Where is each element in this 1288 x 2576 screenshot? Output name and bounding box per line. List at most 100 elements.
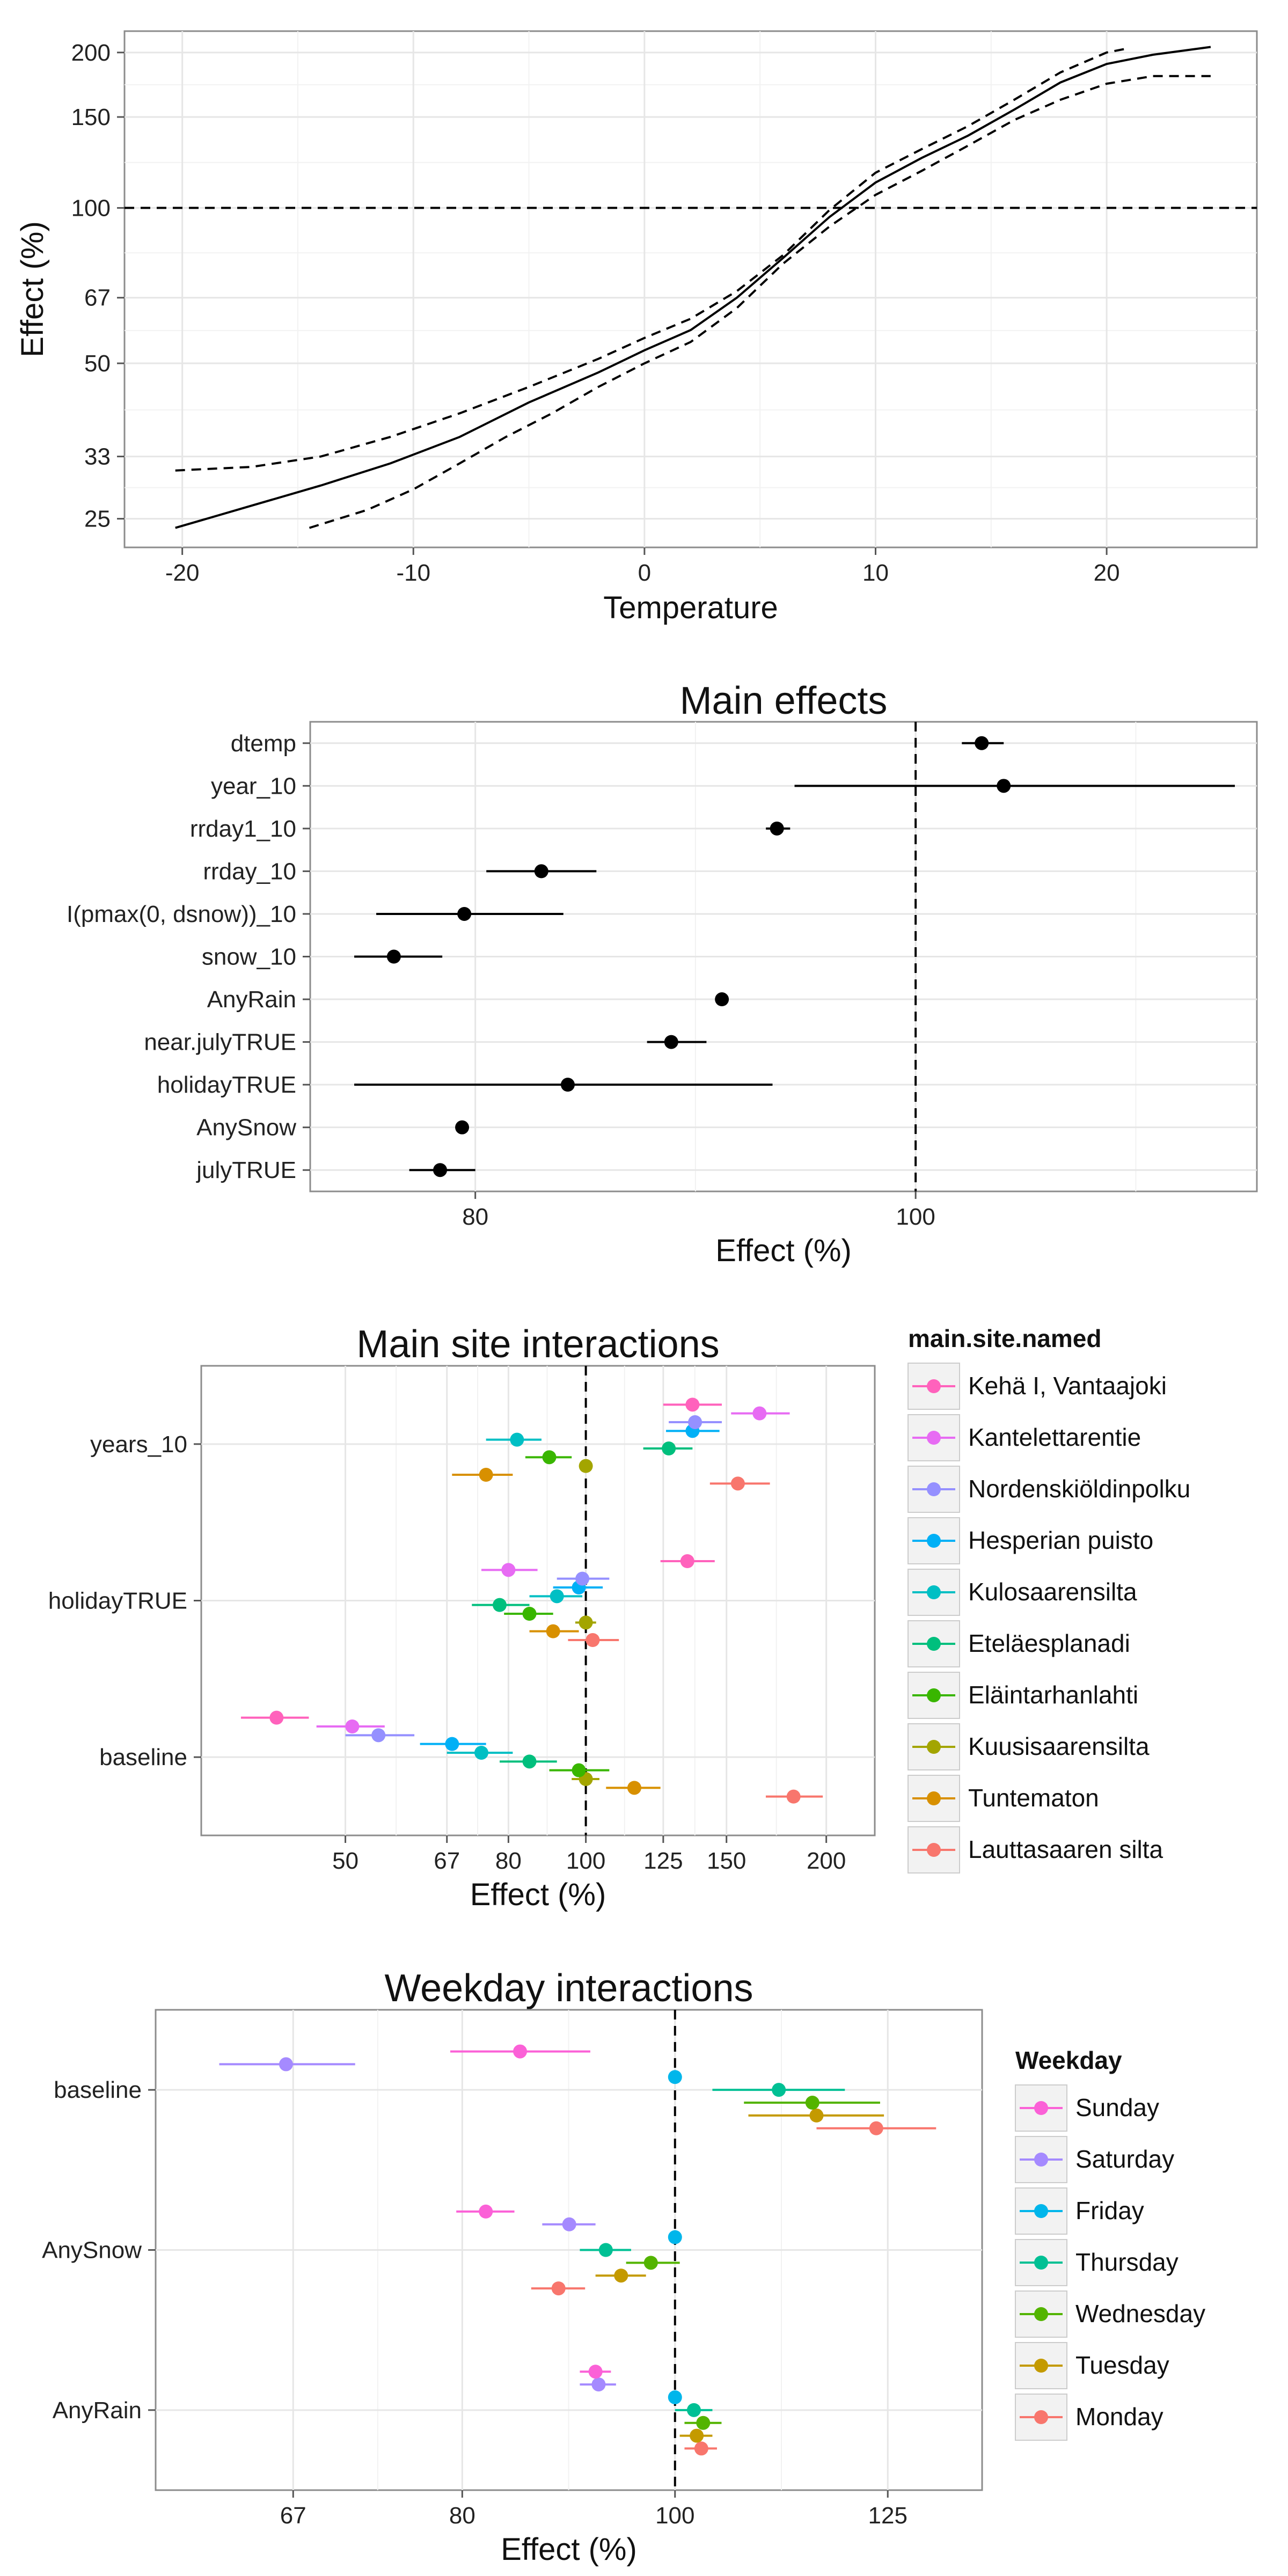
y-tick-label: snow_10: [202, 944, 296, 970]
data-point: [772, 2083, 786, 2097]
data-point: [715, 992, 729, 1007]
legend-item: Kuusisaarensilta: [908, 1723, 1150, 1770]
legend-key-point: [927, 1534, 941, 1548]
data-point: [752, 1406, 767, 1421]
data-point: [869, 2121, 883, 2135]
legend-key-point: [1034, 2307, 1048, 2321]
legend-item: Tuntematon: [908, 1775, 1099, 1822]
legend-key-point: [1034, 2256, 1048, 2270]
data-point: [550, 1589, 564, 1604]
x-tick-label: 150: [707, 1848, 746, 1874]
data-point: [479, 1468, 493, 1482]
data-point: [579, 1459, 593, 1473]
y-tick-label: 67: [84, 285, 111, 311]
y-tick-label: holidayTRUE: [48, 1588, 187, 1614]
y-tick-label: 50: [84, 350, 111, 377]
x-tick-label: 50: [332, 1848, 358, 1874]
legend-label: Kulosaarensilta: [968, 1578, 1137, 1606]
data-point: [975, 736, 989, 750]
legend-label: Friday: [1075, 2197, 1144, 2224]
data-point: [770, 821, 784, 836]
data-point: [614, 2268, 628, 2283]
data-point: [474, 1746, 488, 1760]
x-tick-label: 80: [449, 2502, 475, 2529]
data-point: [786, 1789, 801, 1804]
data-point: [572, 1763, 586, 1777]
legend-title: Weekday: [1015, 2046, 1122, 2074]
y-tick-label: rrday_10: [203, 858, 296, 884]
legend-label: Kehä I, Vantaajoki: [968, 1372, 1167, 1400]
legend-label: Monday: [1075, 2403, 1163, 2431]
data-point: [591, 2377, 606, 2392]
x-tick-label: 80: [495, 1848, 522, 1874]
y-tick-label: 25: [84, 506, 111, 532]
data-point: [809, 2108, 824, 2123]
x-tick-label: 200: [807, 1848, 846, 1874]
x-axis-title: Temperature: [603, 590, 778, 625]
data-point: [386, 949, 401, 964]
data-point: [575, 1571, 590, 1586]
y-tick-label: rrday1_10: [190, 816, 296, 842]
data-point: [493, 1598, 507, 1612]
legend-item: Saturday: [1015, 2136, 1174, 2183]
data-point: [598, 2243, 613, 2257]
data-point: [560, 1078, 575, 1092]
y-tick-label: years_10: [90, 1431, 187, 1458]
y-axis-title: Effect (%): [15, 221, 50, 357]
x-tick-label: 20: [1094, 560, 1120, 586]
data-point: [522, 1607, 537, 1621]
main-site-interactions-chart: Main site interactions 50 67 80 100 125 150 200…: [48, 1323, 1190, 1912]
legend-label: Tuntematon: [968, 1784, 1099, 1812]
y-tick-label: dtemp: [231, 730, 296, 757]
legend-item: Tuesday: [1015, 2342, 1169, 2389]
data-point: [696, 2416, 711, 2430]
data-point: [579, 1615, 593, 1630]
y-tick-label: baseline: [54, 2077, 142, 2103]
y-tick-label: julyTRUE: [195, 1157, 296, 1183]
x-tick-label: 0: [638, 560, 651, 586]
legend-item: Kulosaarensilta: [908, 1569, 1137, 1616]
legend-key-point: [927, 1688, 941, 1702]
y-tick-label: 33: [84, 444, 111, 470]
legend-key-point: [1034, 2153, 1048, 2167]
legend-item: Kehä I, Vantaajoki: [908, 1363, 1167, 1410]
x-tick-label: 67: [434, 1848, 460, 1874]
y-tick-label: I(pmax(0, dsnow))_10: [67, 901, 296, 927]
data-point: [627, 1781, 641, 1795]
y-tick-label: AnyRain: [207, 986, 296, 1013]
legend-item: Monday: [1015, 2394, 1163, 2441]
x-tick-label: -10: [396, 560, 430, 586]
confidence-band-line-1: [175, 47, 1130, 472]
legend-key-point: [1034, 2359, 1048, 2373]
legend-label: Eläintarhanlahti: [968, 1681, 1138, 1709]
data-point: [668, 2230, 682, 2244]
data-point: [730, 1476, 745, 1491]
legend-key-point: [927, 1740, 941, 1754]
data-point: [685, 1397, 700, 1412]
legend-key-point: [1034, 2101, 1048, 2115]
data-point: [269, 1710, 284, 1725]
x-tick-label: 100: [896, 1204, 935, 1230]
data-point: [371, 1728, 386, 1743]
data-point: [345, 1719, 360, 1733]
x-tick-label: 125: [868, 2502, 908, 2529]
main-effects-chart: Main effects 80 100 dtemp year_10 rrday1_10rr…: [67, 679, 1258, 1268]
data-point: [662, 1441, 676, 1455]
data-point: [455, 1120, 470, 1135]
x-tick-label: 80: [462, 1204, 488, 1230]
data-point: [542, 1450, 557, 1465]
data-point: [445, 1737, 459, 1751]
x-tick-label: 125: [643, 1848, 683, 1874]
effect-curve: [175, 46, 1211, 529]
legend-label: Hesperian puisto: [968, 1526, 1153, 1554]
data-point: [513, 2044, 528, 2059]
data-point: [479, 2204, 493, 2219]
legend-label: Wednesday: [1075, 2300, 1205, 2328]
data-point: [668, 2390, 682, 2404]
y-tick-label: AnyRain: [53, 2397, 142, 2424]
legend-item: Nordenskiöldinpolku: [908, 1466, 1190, 1513]
x-tick-label: 100: [566, 1848, 605, 1874]
x-axis-title: Effect (%): [501, 2532, 637, 2567]
data-point: [551, 2281, 566, 2296]
